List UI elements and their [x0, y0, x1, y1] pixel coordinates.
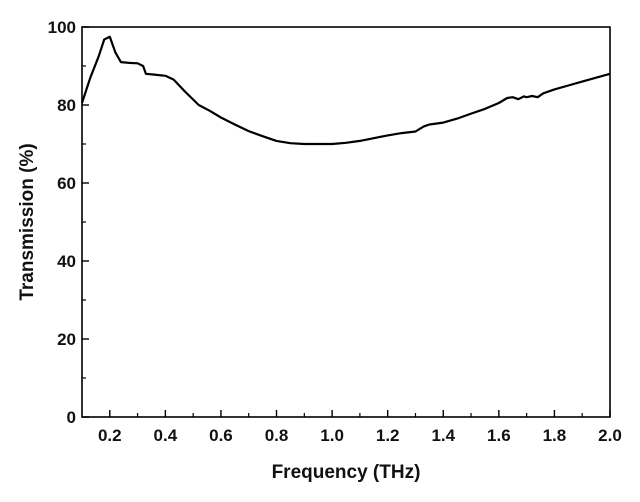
y-tick-label: 20 [57, 330, 76, 349]
x-tick-label: 1.4 [431, 426, 455, 445]
x-tick-label: 0.2 [98, 426, 122, 445]
y-tick-label: 100 [48, 18, 76, 37]
x-tick-label: 0.8 [265, 426, 289, 445]
y-axis-title: Transmission (%) [17, 143, 38, 300]
chart-marks: 0.2 0.4 0.6 0.8 1.0 1.2 1.4 1.6 1.8 2.0 0 20 40 60 80 1… [48, 18, 622, 445]
x-tick-label: 0.4 [154, 426, 178, 445]
plot-frame [81, 26, 611, 418]
x-tick-label: 1.6 [487, 426, 511, 445]
x-tick-label: 0.6 [209, 426, 233, 445]
x-tick-label: 1.8 [543, 426, 567, 445]
x-axis-title: Frequency (THz) [272, 462, 421, 483]
y-tick-label: 60 [57, 174, 76, 193]
x-tick-label: 1.2 [376, 426, 400, 445]
series-line-transmission [80, 35, 611, 146]
y-tick-label: 40 [57, 252, 76, 271]
y-tick-label: 80 [57, 96, 76, 115]
y-tick-label: 0 [67, 408, 76, 427]
x-tick-label: 1.0 [320, 426, 344, 445]
x-tick-label: 2.0 [598, 426, 622, 445]
